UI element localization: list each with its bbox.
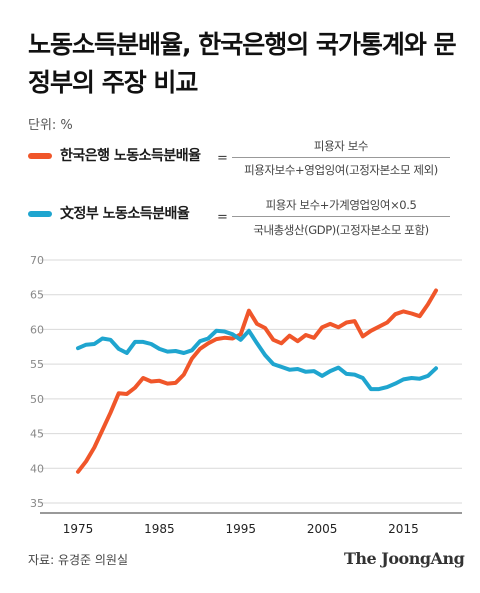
- formula-divider-bok: [232, 157, 450, 158]
- x-tick-label: 1995: [225, 522, 256, 536]
- formula-equals-moon: =: [217, 210, 228, 225]
- x-tick-label: 1985: [144, 522, 175, 536]
- publisher-logo: The JoongAng: [344, 549, 465, 568]
- y-tick-label: 60: [30, 323, 44, 336]
- legend-swatch-bok: [28, 153, 52, 159]
- y-tick-label: 55: [30, 358, 44, 371]
- formula-numerator-bok: 피용자 보수: [313, 139, 369, 153]
- line-chart: 35 40 45 50 55 60 65 70 1975 1985 1995 2005 2015: [30, 254, 462, 536]
- x-tick-label: 2005: [307, 522, 338, 536]
- source-note: 자료: 유경준 의원실: [28, 553, 128, 567]
- legend-label-bok: 한국은행 노동소득분배율: [60, 148, 201, 164]
- y-tick-label: 40: [30, 462, 44, 475]
- formula-equals-bok: =: [217, 151, 228, 166]
- y-tick-label: 70: [30, 254, 44, 267]
- legend-swatch-moon: [28, 211, 52, 217]
- y-tick-label: 65: [30, 289, 44, 302]
- x-tick-label: 1975: [63, 522, 94, 536]
- legend-label-moon: 文정부 노동소득분배율: [60, 206, 190, 222]
- formula-divider-moon: [232, 216, 450, 217]
- series-line-bok: [76, 288, 438, 474]
- y-tick-label: 50: [30, 393, 44, 406]
- formula-denominator-moon: 국내총생산(GDP)(고정자본소모 포함): [253, 223, 429, 237]
- y-tick-label: 35: [30, 497, 44, 510]
- x-tick-label: 2015: [388, 522, 419, 536]
- chart-title: 노동소득분배율, 한국은행의 국가통계와 문정부의 주장 비교: [28, 30, 457, 97]
- unit-label: 단위: %: [28, 118, 73, 133]
- series-line-moon: [76, 328, 438, 392]
- y-tick-label: 45: [30, 428, 44, 441]
- formula-denominator-bok: 피용자보수+영업잉여(고정자본소모 제외): [244, 163, 438, 177]
- formula-numerator-moon: 피용자 보수+가계영업잉여×0.5: [265, 198, 417, 212]
